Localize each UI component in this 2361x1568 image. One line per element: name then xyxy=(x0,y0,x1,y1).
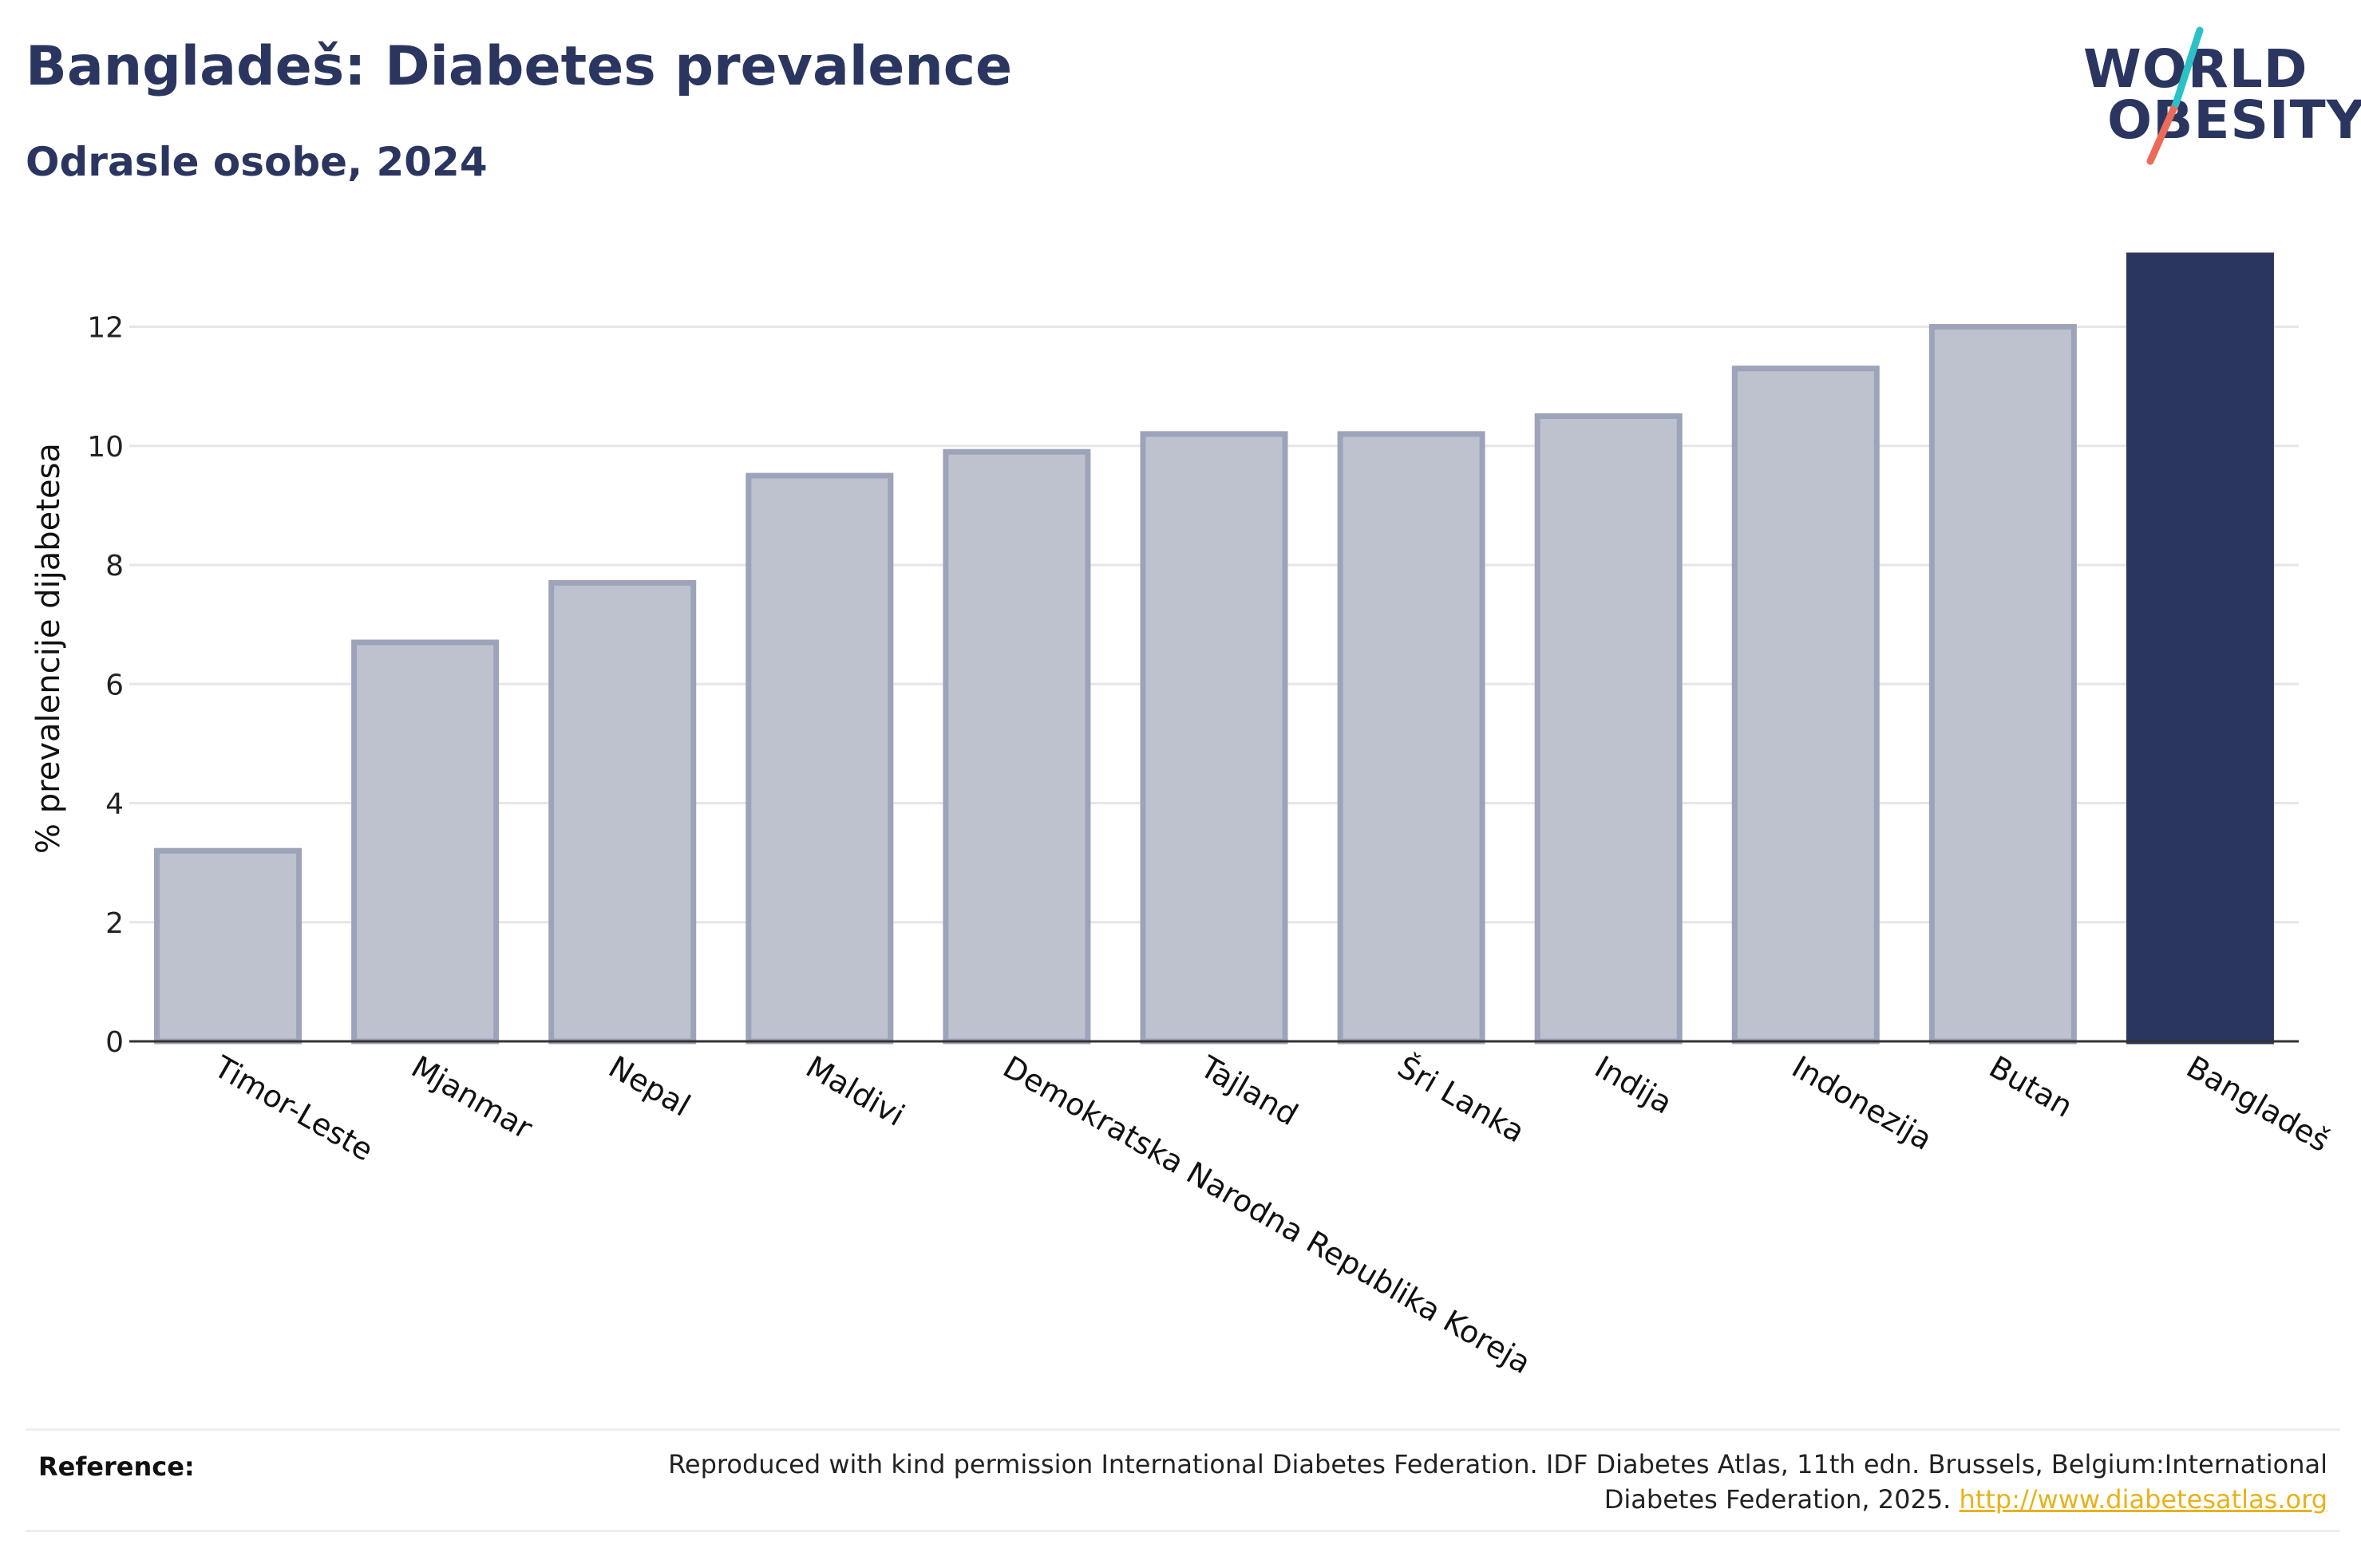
y-tick-label: 10 xyxy=(87,431,124,464)
y-tick-label: 12 xyxy=(87,312,124,345)
y-tick-label: 2 xyxy=(105,907,124,940)
bar-indija xyxy=(1534,413,1683,1045)
x-tick-label: Butan xyxy=(1983,1049,2078,1124)
x-tick-label: Bangladeš xyxy=(2181,1049,2335,1159)
bar-butan xyxy=(1928,324,2077,1045)
bars xyxy=(154,252,2274,1045)
bar-chart: 0 2 4 6 8 10 12 Timor-Leste Mjanmar Nepal Maldivi… xyxy=(30,252,2335,1380)
reference-text: Reproduced with kind permission Internat… xyxy=(668,1449,2327,1515)
bar-indonezija xyxy=(1731,365,1880,1045)
x-tick-label: Nepal xyxy=(603,1049,696,1124)
bar-nepal xyxy=(548,579,697,1045)
chart-subtitle: Odrasle osobe, 2024 xyxy=(26,139,488,185)
world-obesity-logo: WORLD OBESITY xyxy=(2083,24,2361,168)
chart-title: Bangladeš: Diabetes prevalence xyxy=(26,35,1013,98)
y-tick-label: 4 xyxy=(105,788,124,821)
logo-slash-icon xyxy=(2146,26,2204,165)
logo-line-obesity: OBESITY xyxy=(2107,89,2361,151)
x-tick-label: Mjanmar xyxy=(405,1049,539,1147)
x-tick-label: Tajland xyxy=(1194,1049,1304,1132)
bar-bangladeš xyxy=(2126,252,2274,1045)
y-tick-label: 0 xyxy=(105,1026,124,1059)
x-tick-label: Indonezija xyxy=(1786,1049,1938,1157)
reference-label: Reference: xyxy=(38,1451,195,1482)
y-axis-title: % prevalencije dijabetesa xyxy=(30,443,67,854)
x-axis-labels: Timor-Leste Mjanmar Nepal Maldivi Demokratsk… xyxy=(208,1049,2335,1380)
reference-link[interactable]: http://www.diabetesatlas.org xyxy=(1959,1484,2327,1515)
x-tick-label: Maldivi xyxy=(800,1049,910,1133)
reference-text-block: Reproduced with kind permission Internat… xyxy=(651,1447,2327,1517)
x-tick-label: Šri Lanka xyxy=(1392,1049,1531,1150)
y-tick-label: 6 xyxy=(105,669,124,701)
bar-tajland xyxy=(1140,431,1288,1045)
bar-demokratska-narodna-republika-koreja xyxy=(943,448,1091,1045)
bar-mjanmar xyxy=(351,639,500,1045)
y-axis-ticks: 0 2 4 6 8 10 12 xyxy=(87,312,124,1059)
x-tick-label: Timor-Leste xyxy=(208,1049,379,1167)
bar-šri-lanka xyxy=(1337,431,1485,1045)
x-tick-label: Indija xyxy=(1589,1049,1679,1121)
bar-maldivi xyxy=(745,472,894,1045)
bar-timor-leste xyxy=(154,847,303,1045)
reference-footer: Reference: Reproduced with kind permissi… xyxy=(26,1428,2340,1532)
y-tick-label: 8 xyxy=(105,550,124,583)
